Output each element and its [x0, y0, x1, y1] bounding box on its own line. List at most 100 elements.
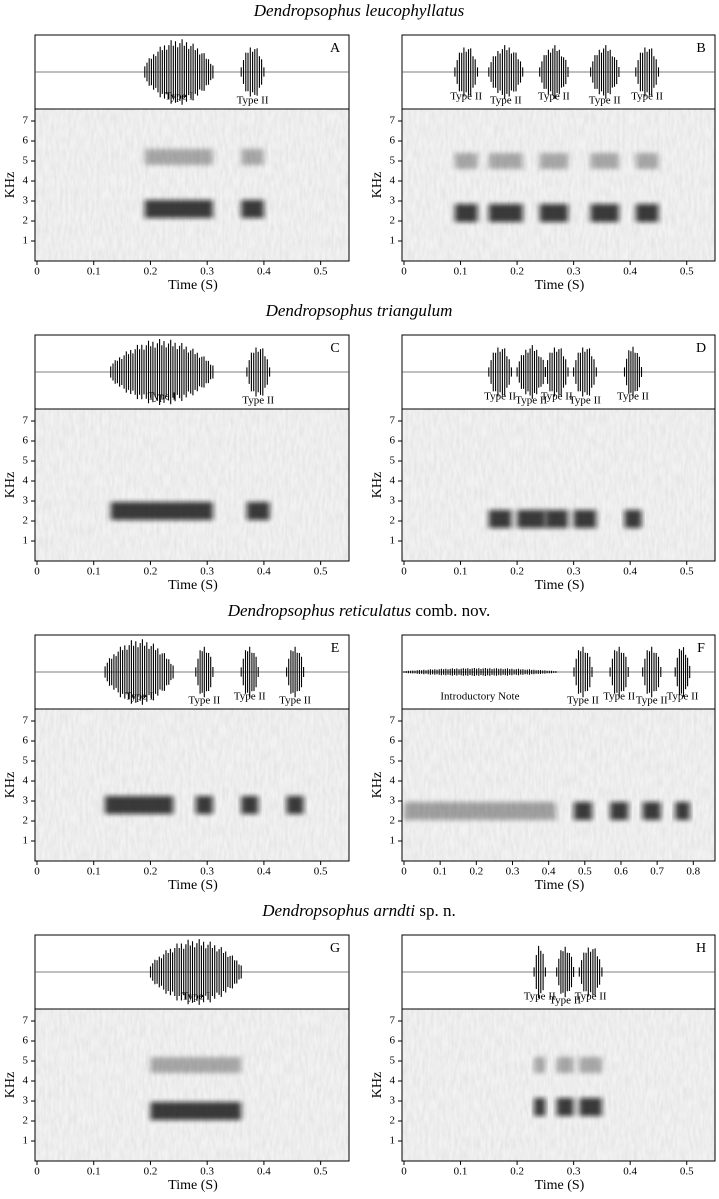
dominant-band [150, 1102, 242, 1120]
y-axis-label: KHz [3, 172, 18, 198]
y-axis-label: KHz [370, 172, 385, 198]
x-axis-label: Time (S) [168, 1178, 218, 1193]
x-tick-label: 0.4 [257, 266, 271, 278]
note-label: Type II [666, 691, 698, 703]
y-tick-label: 2 [390, 1115, 396, 1127]
x-tick-label: 0.7 [650, 866, 664, 878]
y-tick-label: 4 [23, 1075, 29, 1087]
y-tick-label: 4 [390, 1075, 396, 1087]
species-title: Dendropsophus triangulum [265, 301, 453, 320]
waveform-burst [488, 347, 512, 397]
x-tick-label: 0.4 [257, 866, 271, 878]
x-tick-label: 0 [401, 566, 407, 578]
note-label: Type II [188, 695, 220, 707]
x-tick-label: 0.2 [144, 866, 158, 878]
y-tick-label: 4 [23, 775, 29, 787]
waveform-burst [195, 646, 214, 698]
note-label: Type II [569, 395, 601, 407]
x-tick-label: 0.3 [567, 1166, 581, 1178]
x-tick-label: 0.5 [314, 566, 328, 578]
y-tick-label: 2 [23, 815, 29, 827]
dominant-band [488, 204, 523, 222]
note-label: Type II [450, 91, 482, 103]
species-title: Dendropsophus leucophyllatus [253, 1, 465, 20]
spectrogram-frame [34, 1008, 350, 1162]
spectrogram-frame [401, 108, 716, 262]
note-label: Type II [515, 395, 547, 407]
waveform-burst [573, 646, 593, 698]
species-status: comb. nov. [415, 601, 490, 620]
x-tick-label: 0.1 [433, 866, 447, 878]
x-tick-label: 0.3 [567, 566, 581, 578]
dominant-band [579, 1098, 602, 1116]
spectrogram-frame [34, 708, 350, 862]
note-label: Type II [538, 91, 570, 103]
x-tick-label: 0 [401, 1166, 407, 1178]
x-axis-label: Time (S) [535, 1178, 585, 1193]
dominant-band [573, 802, 593, 820]
x-tick-label: 0.2 [144, 1166, 158, 1178]
dominant-band [110, 502, 213, 520]
y-tick-label: 2 [390, 815, 396, 827]
dominant-band [454, 204, 478, 222]
note-label: Type II [589, 95, 621, 107]
x-tick-label: 0.5 [578, 866, 592, 878]
y-tick-label: 6 [23, 135, 29, 147]
panel-letter: C [330, 341, 339, 356]
waveform-burst [240, 47, 265, 97]
y-tick-label: 5 [23, 455, 29, 467]
waveform-burst [403, 668, 557, 676]
y-axis-label: KHz [370, 472, 385, 498]
x-tick-label: 0.5 [680, 1166, 694, 1178]
waveform-burst [110, 339, 214, 405]
dominant-band [675, 802, 690, 820]
x-tick-label: 0.2 [469, 866, 483, 878]
spectrogram-noise [402, 409, 715, 561]
x-tick-label: 0.2 [144, 566, 158, 578]
y-axis-label: KHz [3, 1072, 18, 1098]
dominant-band [556, 1098, 574, 1116]
y-tick-label: 1 [23, 1135, 29, 1147]
spectrogram-frame [401, 408, 716, 562]
y-tick-label: 1 [390, 235, 396, 247]
waveform-burst [104, 639, 174, 705]
x-tick-label: 0.5 [680, 566, 694, 578]
y-tick-label: 6 [390, 135, 396, 147]
dominant-band [590, 204, 619, 222]
y-tick-label: 6 [390, 1035, 396, 1047]
waveform-burst [674, 647, 691, 697]
note-label: Type II [636, 695, 668, 707]
x-tick-label: 0.3 [200, 566, 214, 578]
x-tick-label: 0.3 [200, 266, 214, 278]
dominant-band [573, 510, 597, 528]
y-tick-label: 3 [23, 795, 29, 807]
x-tick-label: 0.6 [614, 866, 628, 878]
x-tick-label: 0.5 [680, 266, 694, 278]
species-status: sp. n. [419, 901, 455, 920]
harmonic-band [579, 1057, 602, 1073]
x-tick-label: 0 [401, 866, 407, 878]
spectrogram-noise [35, 709, 349, 861]
spectrogram-frame [401, 708, 716, 862]
y-tick-label: 2 [390, 215, 396, 227]
spectrogram-frame [401, 1008, 716, 1162]
x-tick-label: 0.1 [454, 566, 468, 578]
y-tick-label: 7 [23, 715, 29, 727]
y-tick-label: 4 [390, 775, 396, 787]
note-label: Type II [490, 95, 522, 107]
y-tick-label: 7 [23, 115, 29, 127]
panel-letter: D [696, 341, 706, 356]
x-tick-label: 0 [34, 1166, 40, 1178]
dominant-band [517, 510, 546, 528]
panel-letter: B [696, 41, 705, 56]
y-tick-label: 6 [23, 735, 29, 747]
note-label: Type II [567, 695, 599, 707]
waveform-burst [573, 347, 597, 397]
y-tick-label: 1 [23, 835, 29, 847]
x-tick-label: 0.4 [623, 266, 637, 278]
spectrogram-noise [35, 1009, 349, 1161]
x-tick-label: 0.4 [623, 566, 637, 578]
panel-letter: H [696, 941, 706, 956]
